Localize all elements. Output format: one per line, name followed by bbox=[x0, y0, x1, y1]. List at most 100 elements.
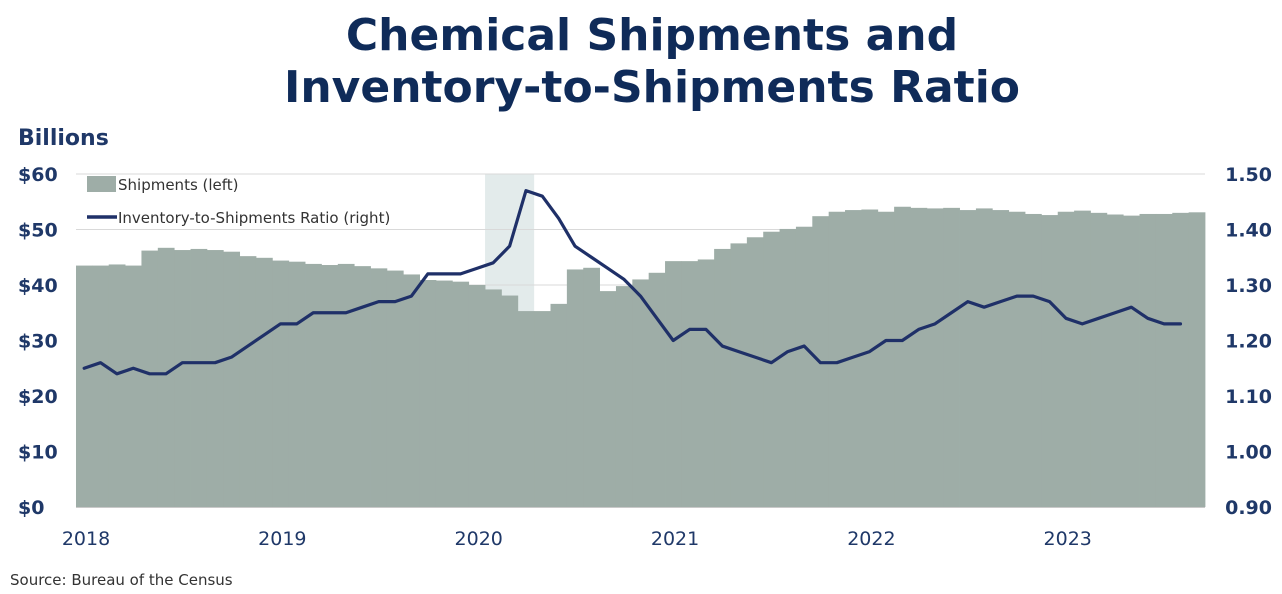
shipments-bar bbox=[1106, 214, 1124, 507]
shipments-bar bbox=[1074, 210, 1091, 507]
shipments-bar bbox=[125, 265, 142, 507]
shipments-bar bbox=[992, 210, 1010, 507]
shipments-bar bbox=[959, 210, 977, 507]
shipments-bar bbox=[943, 207, 960, 508]
x-tick-label: 2019 bbox=[258, 528, 306, 550]
x-tick-label: 2018 bbox=[62, 528, 110, 550]
right-tick-label: 1.40 bbox=[1225, 220, 1272, 242]
source-note: Source: Bureau of the Census bbox=[10, 571, 233, 589]
legend: Shipments (left) Inventory-to-Shipments … bbox=[87, 176, 390, 227]
shipments-bar bbox=[435, 280, 453, 507]
left-tick-label: $30 bbox=[18, 331, 58, 353]
shipments-bar bbox=[975, 208, 993, 507]
right-tick-label: 0.90 bbox=[1225, 497, 1272, 519]
shipments-bar bbox=[76, 265, 93, 507]
shipments-bar bbox=[337, 263, 355, 507]
shipments-bar bbox=[1008, 211, 1026, 508]
shipments-bar bbox=[599, 291, 617, 507]
shipments-bar bbox=[321, 265, 339, 507]
shipments-bar bbox=[386, 270, 404, 507]
shipments-bar bbox=[92, 265, 110, 507]
shipments-bar bbox=[877, 211, 895, 508]
x-tick-label: 2020 bbox=[455, 528, 503, 550]
shipments-bar bbox=[1057, 211, 1075, 508]
left-tick-label: $40 bbox=[18, 275, 58, 297]
shipments-bar bbox=[288, 261, 306, 507]
shipments-bar bbox=[648, 272, 666, 507]
shipments-bar bbox=[534, 311, 551, 507]
shipments-bar bbox=[550, 303, 568, 507]
shipments-bar bbox=[681, 261, 699, 507]
x-axis: 2018 2019 2020 2021 2022 2023 bbox=[62, 528, 1092, 550]
shipments-bar bbox=[861, 209, 879, 507]
ratio-series-line bbox=[82, 189, 1183, 376]
left-tick-label: $10 bbox=[18, 442, 58, 464]
right-tick-label: 1.30 bbox=[1225, 275, 1272, 297]
shipments-bar bbox=[174, 250, 191, 508]
right-tick-label: 1.50 bbox=[1225, 164, 1272, 186]
shipments-bar bbox=[566, 269, 584, 507]
chart-title-line-2: Inventory-to-Shipments Ratio bbox=[284, 62, 1020, 113]
shipments-bar bbox=[746, 237, 764, 507]
shipments-bar bbox=[632, 279, 650, 507]
right-tick-label: 1.00 bbox=[1225, 442, 1272, 464]
shipments-bar bbox=[354, 266, 371, 507]
shipments-bar bbox=[1025, 213, 1042, 507]
shipments-bar bbox=[714, 248, 731, 507]
shipments-bar bbox=[485, 289, 502, 507]
shipments-bar bbox=[1155, 213, 1173, 507]
left-tick-label: $50 bbox=[18, 220, 58, 242]
shipments-bar bbox=[305, 263, 322, 507]
left-tick-label: $0 bbox=[18, 497, 44, 519]
right-tick-label: 1.20 bbox=[1225, 331, 1272, 353]
x-tick-label: 2022 bbox=[847, 528, 895, 550]
shipments-series bbox=[76, 206, 1206, 508]
right-tick-label: 1.10 bbox=[1225, 386, 1272, 408]
shipments-bar bbox=[1139, 213, 1157, 507]
shipments-bar bbox=[828, 211, 846, 508]
units-label: Billions bbox=[18, 126, 109, 151]
shipments-bar bbox=[1188, 212, 1206, 508]
shipments-bar bbox=[157, 247, 175, 507]
shipments-bar bbox=[468, 285, 486, 507]
left-axis: $0 $10 $20 $30 $40 $50 $60 bbox=[18, 164, 58, 519]
left-tick-label: $20 bbox=[18, 386, 58, 408]
shipments-bar bbox=[255, 257, 273, 507]
x-tick-label: 2021 bbox=[651, 528, 699, 550]
shipments-bar bbox=[910, 207, 928, 508]
shipments-bar bbox=[779, 228, 797, 507]
shipments-bar bbox=[583, 267, 600, 507]
shipments-bar bbox=[730, 243, 748, 508]
shipments-bar bbox=[1123, 215, 1140, 508]
shipments-bar bbox=[370, 268, 388, 507]
legend-swatch-shipments bbox=[87, 176, 116, 192]
shipments-bar bbox=[190, 248, 208, 507]
shipments-bar bbox=[697, 259, 715, 507]
chart-title-line-1: Chemical Shipments and bbox=[346, 10, 958, 61]
shipments-bar bbox=[452, 281, 470, 507]
shipments-bar bbox=[239, 256, 257, 507]
shipments-bar bbox=[1041, 215, 1059, 507]
shipments-bar bbox=[419, 280, 437, 507]
shipments-bar bbox=[1172, 212, 1190, 507]
shipments-bar bbox=[615, 286, 633, 507]
shipments-bar bbox=[795, 226, 813, 508]
x-tick-label: 2023 bbox=[1044, 528, 1092, 550]
right-axis: 0.90 1.00 1.10 1.20 1.30 1.40 1.50 bbox=[1225, 164, 1272, 519]
shipments-bar bbox=[272, 260, 290, 507]
left-tick-label: $60 bbox=[18, 164, 58, 186]
legend-label-ratio: Inventory-to-Shipments Ratio (right) bbox=[118, 209, 390, 227]
shipments-bar bbox=[517, 311, 535, 507]
shipments-bar bbox=[501, 295, 519, 507]
shipments-bar bbox=[108, 264, 126, 507]
shipments-bar bbox=[1090, 212, 1108, 507]
shipments-bar bbox=[223, 251, 241, 507]
shipments-bar bbox=[665, 261, 682, 507]
shipments-bar bbox=[403, 274, 421, 507]
shipments-bar bbox=[926, 208, 944, 507]
shipments-bar bbox=[763, 231, 780, 507]
shipments-bar bbox=[206, 250, 224, 508]
legend-label-shipments: Shipments (left) bbox=[118, 176, 239, 194]
shipments-bar bbox=[141, 250, 159, 507]
